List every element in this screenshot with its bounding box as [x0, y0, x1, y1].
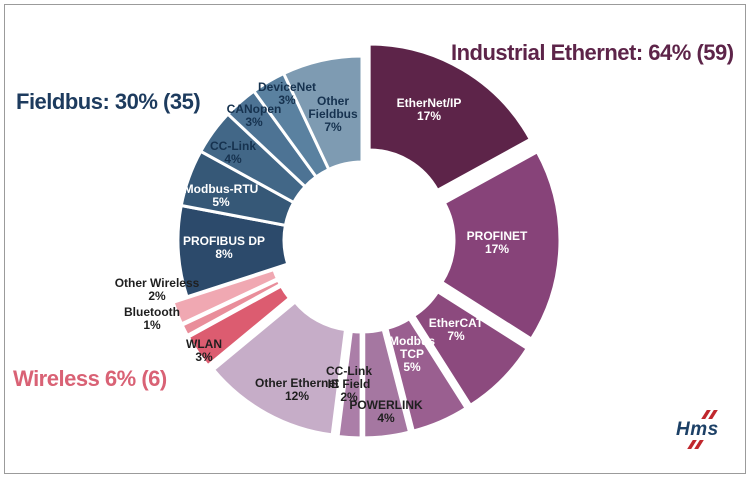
- slice-other-fieldbus: [281, 54, 364, 172]
- slice-wlan: [186, 283, 292, 368]
- slice-label-profibus-dp: PROFIBUS DP 8%: [183, 234, 265, 261]
- slice-label-bluetooth: Bluetooth 1%: [124, 305, 180, 332]
- donut-slice-labels: EtherNet/IP 17%PROFINET 17%EtherCAT 7%Modbu…: [115, 80, 528, 425]
- slice-modbus-tcp: [385, 316, 469, 433]
- slice-label-other-fieldbus: Other Fieldbus 7%: [308, 94, 358, 134]
- slice-label-powerlink: POWERLINK 4%: [349, 398, 423, 425]
- slice-label-modbus-rtu: Modbus-RTU 5%: [184, 182, 259, 209]
- slice-label-profinet: PROFINET 17%: [467, 229, 528, 256]
- hms-logo-top-slashes: [701, 410, 718, 419]
- slice-label-cc-link: CC-Link 4%: [210, 139, 256, 166]
- slice-ethercat: [411, 289, 530, 408]
- hms-logo-text: Hms: [676, 419, 719, 440]
- slice-profinet: [439, 149, 562, 342]
- slice-ethernet-ip: [367, 42, 533, 193]
- slice-label-ethercat: EtherCAT 7%: [429, 316, 484, 343]
- donut-slices: [171, 42, 562, 440]
- slice-label-other-wireless: Other Wireless 2%: [115, 276, 200, 303]
- slice-label-other-ethernet: Other Ethernet 12%: [255, 376, 339, 403]
- slice-other-ethernet: [211, 299, 348, 437]
- group-title-industrial-ethernet: Industrial Ethernet: 64% (59): [451, 40, 734, 65]
- slice-label-devicenet: DeviceNet 3%: [258, 80, 316, 107]
- slice-label-cc-link-ie-field: CC-Link IE Field 2%: [326, 364, 372, 404]
- slice-label-ethernet-ip: EtherNet/IP 17%: [397, 96, 462, 123]
- group-title-fieldbus: Fieldbus: 30% (35): [16, 89, 201, 114]
- slice-label-canopen: CANopen 3%: [227, 102, 282, 129]
- hms-logo: Hms: [674, 410, 738, 450]
- slice-label-wlan: WLAN 3%: [186, 337, 222, 364]
- slice-powerlink: [362, 327, 412, 440]
- hms-logo-bottom-slashes: [687, 440, 704, 449]
- group-title-wireless: Wireless 6% (6): [13, 366, 167, 391]
- slice-label-modbus-tcp: Modbus TCP 5%: [389, 334, 435, 374]
- slice-cc-link-ie-field: [336, 329, 363, 440]
